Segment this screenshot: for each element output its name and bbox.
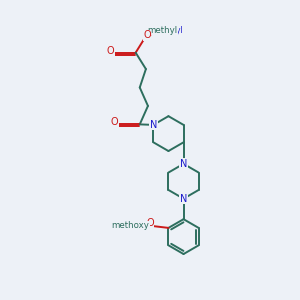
Text: N: N (180, 159, 187, 169)
Text: O: O (107, 46, 115, 56)
Text: N: N (180, 194, 187, 204)
Text: O: O (143, 30, 151, 40)
Text: methyl: methyl (147, 26, 177, 34)
Text: O: O (111, 117, 118, 127)
Text: N: N (150, 120, 157, 130)
Text: methoxy: methoxy (112, 221, 149, 230)
Text: methyl: methyl (156, 26, 183, 34)
Text: O: O (146, 218, 154, 228)
